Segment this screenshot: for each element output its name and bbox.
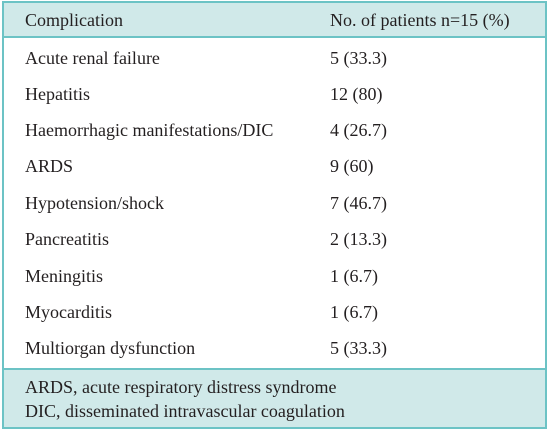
table-row: Myocarditis 1 (6.7) — [4, 294, 545, 330]
table-body: Acute renal failure 5 (33.3) Hepatitis 1… — [4, 38, 545, 368]
table-row: Pancreatitis 2 (13.3) — [4, 221, 545, 257]
table-row: Acute renal failure 5 (33.3) — [4, 40, 545, 76]
cell-patients: 2 (13.3) — [330, 229, 387, 249]
cell-patients: 7 (46.7) — [330, 193, 387, 213]
cell-complication: Multiorgan dysfunction — [25, 338, 196, 358]
cell-patients: 1 (6.7) — [330, 302, 378, 322]
table-row: Multiorgan dysfunction 5 (33.3) — [4, 330, 545, 366]
cell-complication: Myocarditis — [25, 302, 112, 322]
cell-patients: 9 (60) — [330, 156, 374, 176]
cell-complication: ARDS — [25, 156, 74, 176]
cell-patients: 12 (80) — [330, 84, 383, 104]
footnote-ards: ARDS, acute respiratory distress syndrom… — [25, 377, 337, 397]
cell-patients: 5 (33.3) — [330, 338, 387, 358]
cell-complication: Haemorrhagic manifestations/DIC — [25, 120, 274, 140]
cell-patients: 5 (33.3) — [330, 48, 387, 68]
table-row: Haemorrhagic manifestations/DIC 4 (26.7) — [4, 112, 545, 148]
cell-complication: Meningitis — [25, 266, 104, 286]
footnote-dic: DIC, disseminated intravascular coagulat… — [25, 401, 345, 421]
cell-complication: Acute renal failure — [25, 48, 160, 68]
header-patients: No. of patients n=15 (%) — [330, 10, 510, 30]
cell-complication: Hypotension/shock — [25, 193, 164, 213]
table-row: ARDS 9 (60) — [4, 148, 545, 184]
header-complication: Complication — [25, 10, 123, 30]
table-row: Hepatitis 12 (80) — [4, 76, 545, 112]
complications-table: Complication No. of patients n=15 (%) Ac… — [2, 1, 547, 429]
table-row: Hypotension/shock 7 (46.7) — [4, 185, 545, 221]
table-footnote: ARDS, acute respiratory distress syndrom… — [4, 368, 545, 427]
cell-patients: 4 (26.7) — [330, 120, 387, 140]
table-header-row: Complication No. of patients n=15 (%) — [4, 3, 545, 38]
table-row: Meningitis 1 (6.7) — [4, 258, 545, 294]
cell-patients: 1 (6.7) — [330, 266, 378, 286]
cell-complication: Hepatitis — [25, 84, 90, 104]
cell-complication: Pancreatitis — [25, 229, 109, 249]
